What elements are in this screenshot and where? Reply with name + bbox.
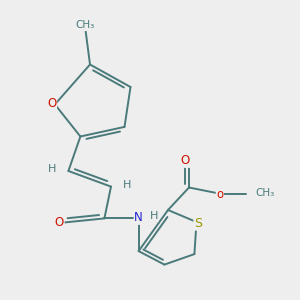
Text: H: H	[48, 164, 56, 175]
Text: O: O	[181, 154, 190, 167]
Text: CH₃: CH₃	[255, 188, 274, 199]
Text: O: O	[47, 97, 56, 110]
Text: O: O	[55, 215, 64, 229]
Text: CH₃: CH₃	[76, 20, 95, 31]
Text: S: S	[194, 217, 202, 230]
Text: o: o	[216, 188, 224, 201]
Text: H: H	[150, 211, 158, 221]
Text: H: H	[123, 180, 132, 190]
Text: N: N	[134, 211, 143, 224]
